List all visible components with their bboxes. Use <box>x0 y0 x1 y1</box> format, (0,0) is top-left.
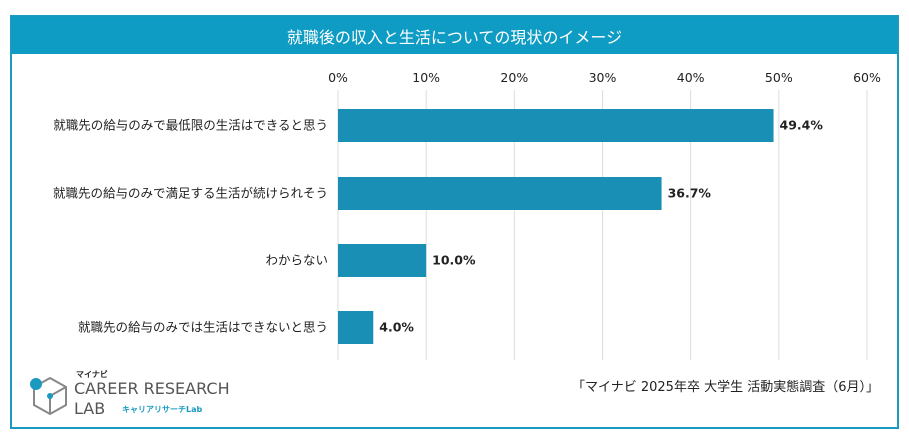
logo-brand: マイナビ <box>76 370 108 379</box>
bar <box>338 311 374 344</box>
tick-label: 60% <box>853 70 881 85</box>
category-label: 就職先の給与のみでは生活はできないと思う <box>78 320 328 335</box>
tick-label: 40% <box>677 70 705 85</box>
chart-frame: 就職後の収入と生活についての現状のイメージ <box>10 15 899 429</box>
value-label: 10.0% <box>432 253 476 268</box>
source-note: 「マイナビ 2025年卒 大学生 活動実態調査（6月）」 <box>572 380 879 395</box>
bar <box>338 244 427 277</box>
tick-label: 50% <box>765 70 793 85</box>
tick-label: 30% <box>589 70 617 85</box>
value-label: 4.0% <box>379 320 414 335</box>
logo: マイナビ CAREER RESEARCH LAB キャリアリサーチLab <box>28 370 248 422</box>
value-label: 36.7% <box>668 186 712 201</box>
logo-line2: LAB <box>74 399 106 418</box>
tick-label: 0% <box>328 70 348 85</box>
value-label: 49.4% <box>780 118 824 133</box>
bar <box>338 109 774 142</box>
tick-label: 20% <box>500 70 528 85</box>
logo-line1: CAREER RESEARCH <box>74 379 230 398</box>
category-label: 就職先の給与のみで満足する生活が続けられそう <box>53 186 328 201</box>
category-label: わからない <box>265 253 328 268</box>
category-label: 就職先の給与のみで最低限の生活はできると思う <box>53 118 328 133</box>
chart-title: 就職後の収入と生活についての現状のイメージ <box>12 17 897 54</box>
logo-sub: キャリアリサーチLab <box>122 405 203 414</box>
bar <box>338 177 662 210</box>
logo-cube-icon <box>30 376 67 416</box>
tick-label: 10% <box>412 70 440 85</box>
